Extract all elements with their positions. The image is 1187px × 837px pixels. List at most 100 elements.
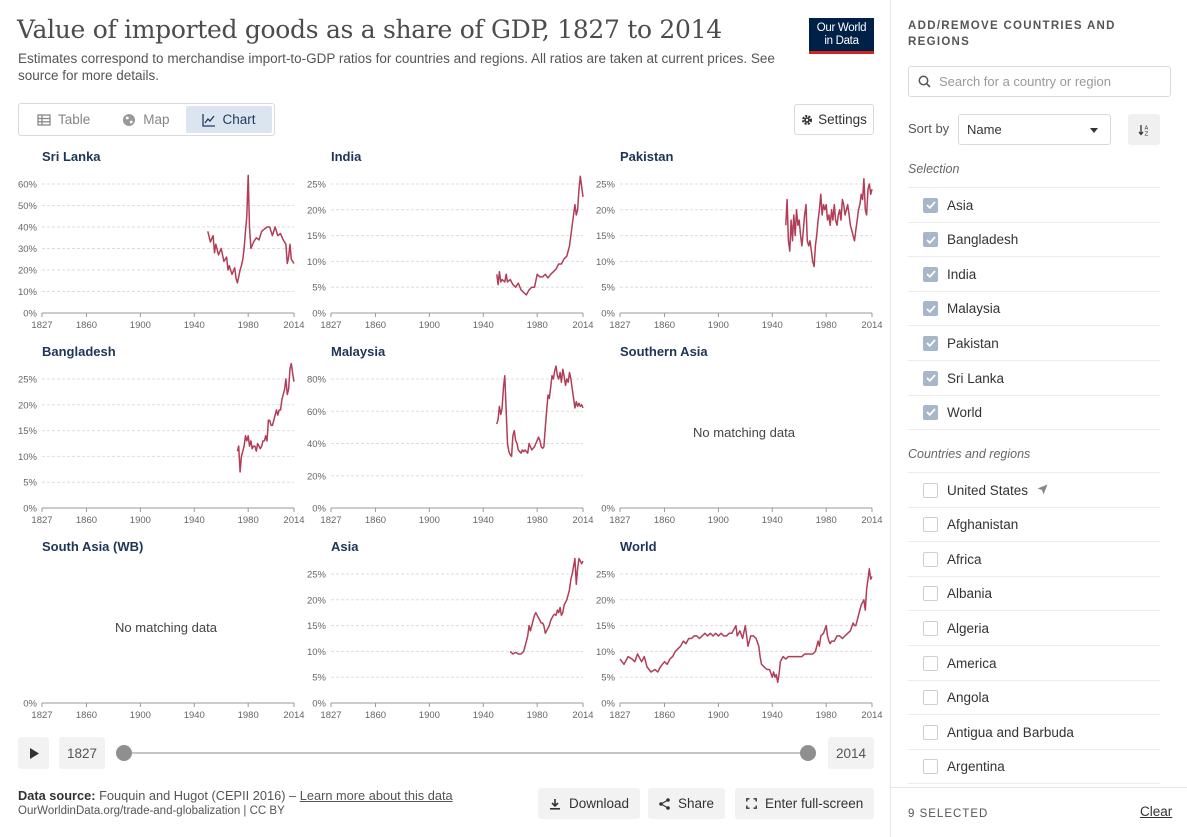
x-tick-label: 1827 — [320, 515, 341, 526]
entity-item-afghanistan[interactable]: Afghanistan — [908, 506, 1160, 542]
download-button[interactable]: Download — [538, 788, 641, 819]
entity-item-asia[interactable]: Asia — [908, 187, 1160, 222]
check-icon — [925, 270, 936, 279]
x-tick-label: 1940 — [473, 515, 494, 526]
entity-item-malaysia[interactable]: Malaysia — [908, 290, 1160, 326]
all-entities-heading: Countries and regions — [908, 447, 1031, 461]
small-multiples: Sri Lanka 0% 10% 20% 30% 40% 50% 60% 1827 1860 190… — [0, 140, 890, 730]
entity-item-angola[interactable]: Angola — [908, 679, 1160, 715]
x-tick-label: 1940 — [762, 320, 783, 331]
entity-item-argentina[interactable]: Argentina — [908, 748, 1160, 784]
check-icon — [925, 339, 936, 348]
checkbox[interactable] — [923, 197, 938, 213]
checkbox[interactable] — [923, 370, 938, 386]
x-tick-label: 1860 — [76, 320, 97, 331]
fullscreen-label: Enter full-screen — [765, 796, 864, 811]
check-icon — [925, 235, 936, 244]
checkbox[interactable] — [923, 301, 938, 317]
share-button[interactable]: Share — [648, 788, 726, 819]
settings-button[interactable]: Settings — [794, 104, 874, 135]
entity-item-india[interactable]: India — [908, 256, 1160, 291]
x-tick-label: 2014 — [283, 320, 304, 331]
y-tick-label: 10% — [18, 452, 38, 463]
tab-table[interactable]: Table — [21, 106, 106, 133]
entity-label: Afghanistan — [947, 517, 1019, 533]
entity-item-america[interactable]: America — [908, 645, 1160, 680]
timeline-start-handle[interactable] — [116, 745, 132, 761]
source-label: Data source: — [18, 788, 96, 803]
y-tick-label: 25% — [307, 180, 327, 191]
entity-item-bangladesh[interactable]: Bangladesh — [908, 221, 1160, 257]
checkbox[interactable] — [923, 655, 938, 671]
x-tick-label: 1827 — [320, 320, 341, 331]
checkbox[interactable] — [923, 266, 938, 282]
timeline-end-year[interactable]: 2014 — [828, 737, 874, 769]
x-tick-label: 1980 — [238, 515, 259, 526]
no-data-message: No matching data — [693, 425, 796, 440]
entity-item-africa[interactable]: Africa — [908, 541, 1160, 576]
entity-item-antigua-and-barbuda[interactable]: Antigua and Barbuda — [908, 714, 1160, 749]
chart-panel: Bangladesh 0% 5% 10% 15% 20% 25% 1827 1860 1900 19… — [18, 344, 305, 526]
checkbox[interactable] — [923, 335, 938, 351]
y-tick-label: 60% — [18, 180, 38, 191]
checkbox[interactable] — [923, 482, 938, 498]
owid-logo[interactable]: Our World in Data — [809, 18, 874, 54]
play-icon — [29, 747, 39, 759]
x-tick-label: 1860 — [654, 710, 675, 721]
entity-item-pakistan[interactable]: Pakistan — [908, 325, 1160, 360]
y-tick-label: 30% — [18, 244, 38, 255]
country-search-input[interactable]: Search for a country or region — [908, 66, 1171, 97]
panel-title: India — [331, 149, 362, 164]
timeline-start-year[interactable]: 1827 — [59, 737, 105, 769]
play-button[interactable] — [18, 737, 49, 769]
timeline-end-handle[interactable] — [800, 745, 816, 761]
checkbox[interactable] — [923, 758, 938, 774]
checkbox[interactable] — [923, 586, 938, 602]
learn-more-link[interactable]: Learn more about this data — [299, 788, 453, 803]
tab-map[interactable]: Map — [106, 106, 185, 133]
x-tick-label: 2014 — [572, 710, 593, 721]
y-tick-label: 50% — [18, 201, 38, 212]
y-tick-label: 0% — [23, 504, 37, 515]
chart-panel: Malaysia 0% 20% 40% 60% 80% 1827 1860 1900 1940 19… — [307, 344, 594, 526]
table-icon — [37, 113, 51, 126]
y-tick-label: 0% — [312, 699, 326, 710]
checkbox[interactable] — [923, 404, 938, 420]
panel-title: Southern Asia — [620, 344, 708, 359]
checkbox[interactable] — [923, 724, 938, 740]
entity-label: Asia — [947, 197, 974, 213]
panel-title: Bangladesh — [42, 344, 116, 359]
fullscreen-button[interactable]: Enter full-screen — [735, 788, 875, 819]
entity-item-algeria[interactable]: Algeria — [908, 610, 1160, 645]
checkbox[interactable] — [923, 517, 938, 533]
checkbox[interactable] — [923, 620, 938, 636]
sort-label: Sort by — [908, 121, 950, 136]
chart-area: Value of imported goods as a share of GD… — [0, 15, 890, 819]
entity-item-sri-lanka[interactable]: Sri Lanka — [908, 360, 1160, 395]
tab-chart[interactable]: Chart — [185, 106, 272, 133]
entity-label: Argentina — [947, 758, 1005, 774]
entity-item-albania[interactable]: Albania — [908, 575, 1160, 611]
entity-label: Antigua and Barbuda — [947, 724, 1074, 740]
series-line — [496, 175, 584, 296]
sort-select[interactable]: Name — [958, 114, 1111, 145]
entity-label: Africa — [947, 551, 982, 567]
y-tick-label: 5% — [312, 673, 326, 684]
y-tick-label: 5% — [601, 673, 615, 684]
x-tick-label: 1900 — [708, 515, 729, 526]
timeline-track[interactable] — [124, 752, 808, 754]
panel-title: Sri Lanka — [42, 149, 101, 164]
chart-panel: India 0% 5% 10% 15% 20% 25% 1827 1860 1900 1940 198… — [307, 149, 594, 331]
x-tick-label: 1900 — [708, 320, 729, 331]
clear-button[interactable]: Clear — [1140, 804, 1173, 819]
x-tick-label: 1940 — [473, 710, 494, 721]
entity-item-world[interactable]: World — [908, 394, 1160, 430]
checkbox[interactable] — [923, 232, 938, 248]
x-tick-label: 1940 — [184, 710, 205, 721]
y-tick-label: 60% — [307, 407, 327, 418]
entity-item-united-states[interactable]: United States — [908, 472, 1160, 507]
checkbox[interactable] — [923, 690, 938, 706]
checkbox[interactable] — [923, 551, 938, 567]
x-tick-label: 1980 — [816, 320, 837, 331]
